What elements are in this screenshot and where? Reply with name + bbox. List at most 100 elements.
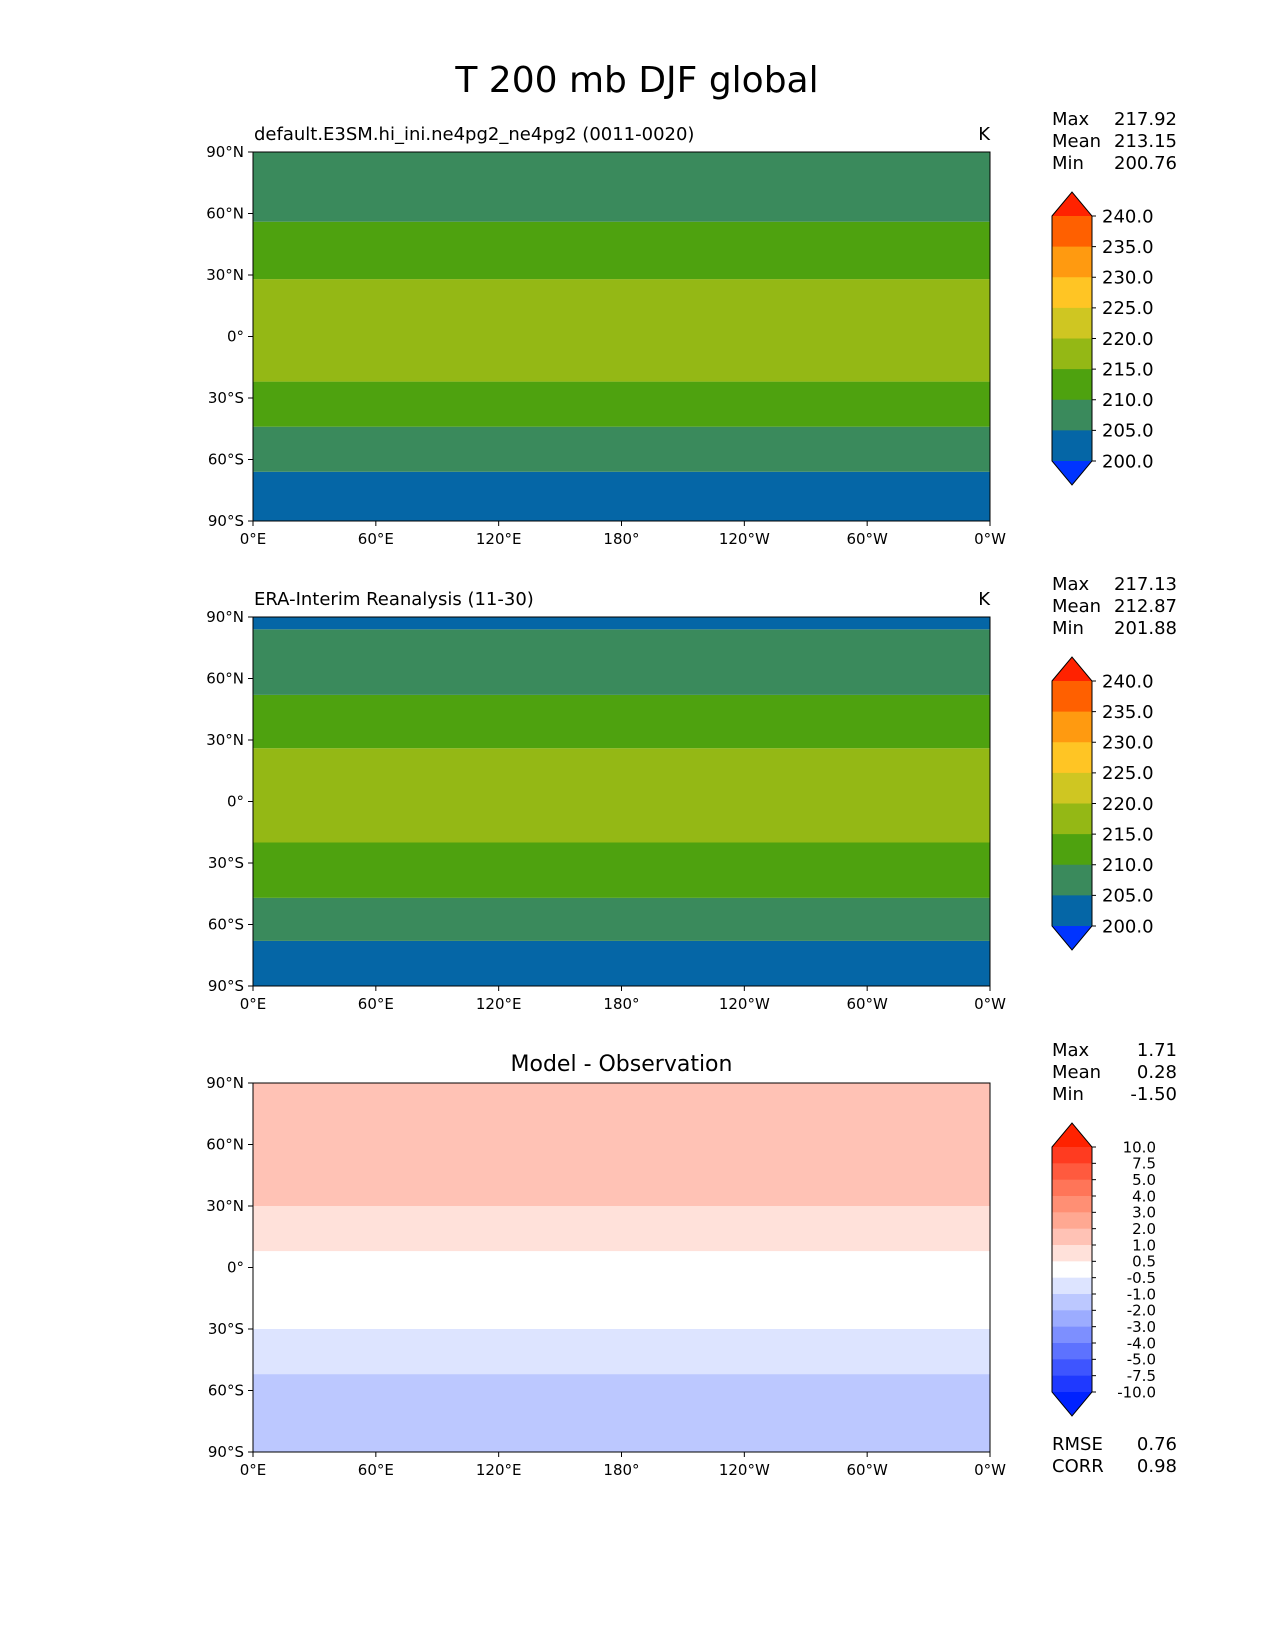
colorbar-label: 220.0 bbox=[1102, 794, 1154, 815]
colorbar-segment bbox=[1052, 399, 1092, 431]
colorbar-segment bbox=[1052, 1245, 1092, 1262]
colorbar-segment bbox=[1052, 1212, 1092, 1230]
y-tick-label: 60°N bbox=[206, 205, 244, 223]
colorbar-segment bbox=[1052, 1359, 1092, 1377]
x-tick-label: 0°E bbox=[240, 530, 267, 548]
colorbar-segment bbox=[1052, 216, 1092, 248]
contour-band-6 bbox=[253, 629, 990, 695]
colorbar-extend-top bbox=[1052, 1123, 1092, 1147]
colorbar-label: 4.0 bbox=[1132, 1187, 1156, 1205]
colorbar: 240.0 235.0 230.0 225.0 220.0 215.0 210.0 205.0… bbox=[1051, 191, 1154, 486]
stat-label: Max bbox=[1052, 109, 1090, 130]
stat-value: 217.13 bbox=[1114, 574, 1177, 595]
colorbar-label: 240.0 bbox=[1102, 671, 1154, 692]
y-tick-label: 30°S bbox=[208, 1320, 244, 1338]
colorbar-label: 230.0 bbox=[1102, 733, 1154, 754]
colorbar-label: -2.0 bbox=[1127, 1302, 1156, 1320]
colorbar-label: 7.5 bbox=[1132, 1155, 1156, 1173]
colorbar-segment bbox=[1052, 1228, 1092, 1246]
colorbar-segment bbox=[1052, 1375, 1092, 1393]
contour-band-2 bbox=[253, 1329, 990, 1375]
contour-band-4 bbox=[253, 748, 990, 843]
y-tick-label: 0° bbox=[227, 328, 244, 346]
x-tick-label: 0°E bbox=[240, 995, 267, 1013]
stat-value: 1.71 bbox=[1137, 1040, 1177, 1061]
units-label: K bbox=[978, 589, 991, 610]
stat-label: Max bbox=[1052, 574, 1090, 595]
y-tick-label: 30°S bbox=[208, 389, 244, 407]
y-tick-label: 0° bbox=[227, 1259, 244, 1277]
colorbar-label: 2.0 bbox=[1132, 1220, 1156, 1238]
colorbar-segment bbox=[1052, 1294, 1092, 1311]
y-tick-label: 90°N bbox=[206, 143, 244, 161]
colorbar-label: -4.0 bbox=[1127, 1334, 1156, 1352]
stat-label: Mean bbox=[1052, 596, 1101, 617]
colorbar-label: -7.5 bbox=[1127, 1367, 1156, 1385]
colorbar-segment bbox=[1052, 1310, 1092, 1328]
x-tick-label: 180° bbox=[603, 1461, 639, 1479]
colorbar-segment bbox=[1052, 1163, 1092, 1181]
colorbar-segment bbox=[1052, 246, 1092, 278]
x-tick-label: 0°E bbox=[240, 1461, 267, 1479]
colorbar: 10.07.55.04.03.02.01.00.5-0.5-1.0-2.0-3.… bbox=[1051, 1122, 1156, 1417]
colorbar-segment bbox=[1052, 1326, 1092, 1344]
colorbar-segment bbox=[1052, 369, 1092, 401]
x-tick-label: 0°W bbox=[974, 1461, 1006, 1479]
colorbar-segment bbox=[1052, 742, 1092, 774]
contour-band-2 bbox=[253, 426, 990, 472]
colorbar-extend-bottom bbox=[1052, 926, 1092, 950]
stat-value: 0.28 bbox=[1137, 1062, 1177, 1083]
stat-value: 200.76 bbox=[1114, 153, 1177, 174]
colorbar-segment bbox=[1052, 834, 1092, 866]
x-tick-label: 0°W bbox=[974, 530, 1006, 548]
colorbar-label: -5.0 bbox=[1127, 1351, 1156, 1369]
colorbar-label: 210.0 bbox=[1102, 390, 1154, 411]
y-tick-label: 90°N bbox=[206, 1074, 244, 1092]
colorbar-label: 10.0 bbox=[1123, 1138, 1156, 1156]
colorbar-label: 5.0 bbox=[1132, 1171, 1156, 1189]
x-tick-label: 120°W bbox=[719, 530, 770, 548]
colorbar-label: 205.0 bbox=[1102, 421, 1154, 442]
contour-band-3 bbox=[253, 842, 990, 898]
y-tick-label: 60°N bbox=[206, 1136, 244, 1154]
colorbar-label: -1.0 bbox=[1127, 1285, 1156, 1303]
contour-band-1 bbox=[253, 1374, 990, 1452]
colorbar-label: 215.0 bbox=[1102, 824, 1154, 845]
colorbar-label: 235.0 bbox=[1102, 702, 1154, 723]
x-tick-label: 0°W bbox=[974, 995, 1006, 1013]
y-tick-label: 0° bbox=[227, 793, 244, 811]
y-tick-label: 90°S bbox=[208, 1443, 244, 1461]
x-tick-label: 60°W bbox=[846, 530, 888, 548]
panel-title: default.E3SM.hi_ini.ne4pg2_ne4pg2 (0011-… bbox=[254, 124, 694, 145]
x-tick-label: 120°E bbox=[476, 530, 522, 548]
colorbar-segment bbox=[1052, 772, 1092, 804]
colorbar-label: 205.0 bbox=[1102, 886, 1154, 907]
colorbar-segment bbox=[1052, 803, 1092, 835]
stat-label: RMSE bbox=[1052, 1434, 1103, 1455]
stat-label: CORR bbox=[1052, 1456, 1104, 1477]
stat-value: 0.76 bbox=[1137, 1434, 1177, 1455]
contour-band-6 bbox=[253, 152, 990, 222]
colorbar-segment bbox=[1052, 1179, 1092, 1197]
y-tick-label: 30°N bbox=[206, 1197, 244, 1215]
y-tick-label: 60°N bbox=[206, 670, 244, 688]
x-tick-label: 120°E bbox=[476, 995, 522, 1013]
contour-band-5 bbox=[253, 1083, 990, 1206]
y-tick-label: 90°N bbox=[206, 608, 244, 626]
x-tick-label: 60°E bbox=[358, 1461, 394, 1479]
stat-value: 201.88 bbox=[1114, 618, 1177, 639]
colorbar-segment bbox=[1052, 1147, 1092, 1164]
colorbar-label: 215.0 bbox=[1102, 359, 1154, 380]
colorbar-segment bbox=[1052, 864, 1092, 896]
colorbar-segment bbox=[1052, 338, 1092, 370]
colorbar-extend-top bbox=[1052, 657, 1092, 681]
stat-value: -1.50 bbox=[1130, 1084, 1177, 1105]
colorbar-label: 3.0 bbox=[1132, 1204, 1156, 1222]
x-tick-label: 60°E bbox=[358, 530, 394, 548]
colorbar-label: -10.0 bbox=[1117, 1383, 1156, 1401]
panel-title: Model - Observation bbox=[511, 1052, 733, 1077]
colorbar-segment bbox=[1052, 1261, 1092, 1279]
contour-band-3 bbox=[253, 1251, 990, 1329]
colorbar-label: 240.0 bbox=[1102, 206, 1154, 227]
